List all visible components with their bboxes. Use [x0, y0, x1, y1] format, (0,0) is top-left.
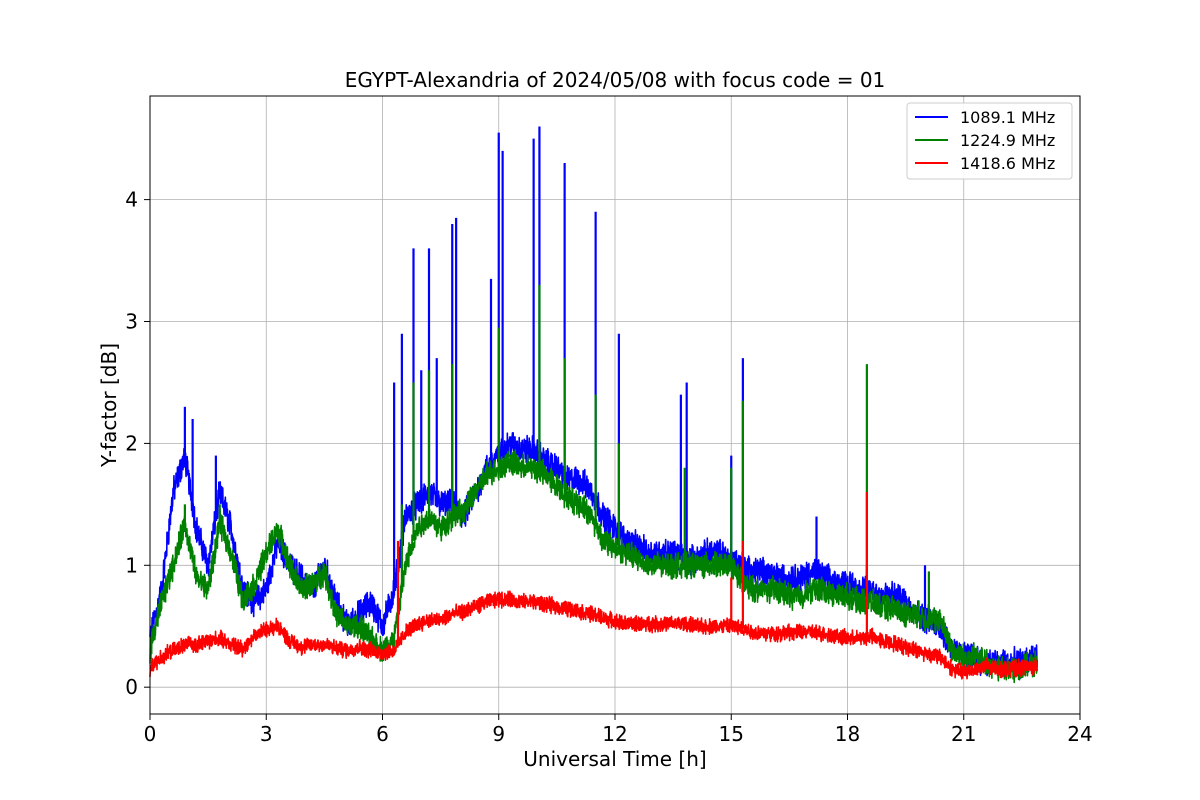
legend: 1089.1 MHz 1224.9 MHz 1418.6 MHz — [906, 102, 1073, 180]
y-tick-label: 2 — [125, 431, 138, 455]
y-axis-label: Y-factor [dB] — [97, 343, 121, 468]
legend-label-1224: 1224.9 MHz — [960, 131, 1055, 150]
x-tick-label: 21 — [951, 722, 976, 746]
legend-box — [906, 102, 1073, 180]
chart-title: EGYPT-Alexandria of 2024/05/08 with focu… — [345, 68, 886, 92]
y-tick-label: 3 — [125, 310, 138, 334]
series-line-2 — [149, 590, 1039, 680]
x-tick-label: 12 — [602, 722, 627, 746]
y-tick-label: 0 — [125, 675, 138, 699]
legend-label-1089: 1089.1 MHz — [960, 108, 1055, 127]
x-tick-label: 0 — [144, 722, 157, 746]
x-axis-label: Universal Time [h] — [523, 747, 706, 771]
legend-label-1418: 1418.6 MHz — [960, 154, 1055, 173]
x-tick-label: 6 — [376, 722, 389, 746]
x-tick-label: 9 — [492, 722, 505, 746]
plot-area — [149, 126, 1039, 684]
series-line-1 — [149, 448, 1039, 684]
x-tick-label: 15 — [719, 722, 744, 746]
x-tick-label: 18 — [835, 722, 860, 746]
y-tick-label: 4 — [125, 188, 138, 212]
y-tick-label: 1 — [125, 553, 138, 577]
x-tick-label: 24 — [1067, 722, 1092, 746]
x-tick-label: 3 — [260, 722, 273, 746]
